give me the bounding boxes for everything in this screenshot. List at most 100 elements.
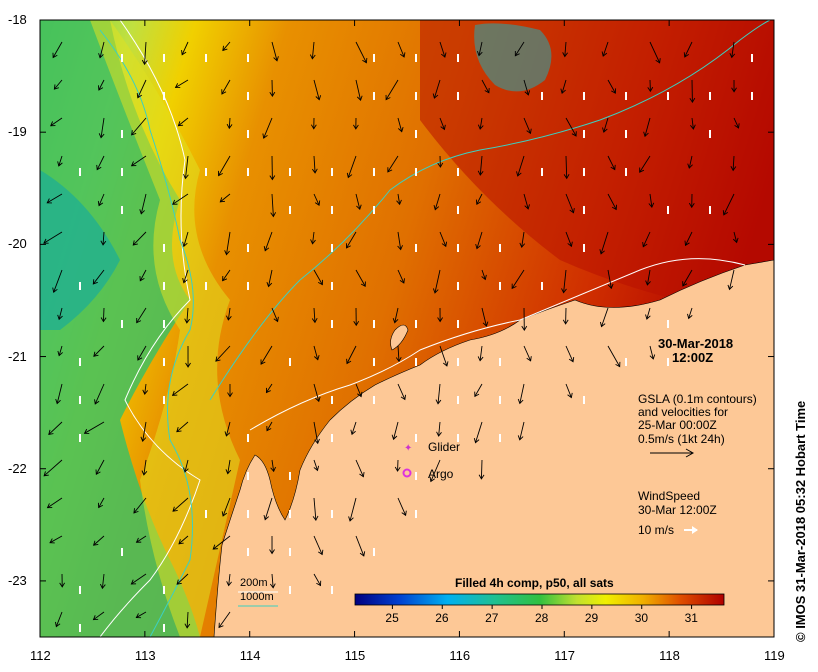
velocity-arrow-head: [221, 511, 228, 517]
velocity-arrow-head: [218, 622, 224, 629]
velocity-arrow: [602, 41, 609, 57]
velocity-arrow-head: [437, 162, 444, 168]
velocity-arrow: [437, 383, 441, 404]
velocity-arrow-head: [441, 241, 448, 248]
velocity-arrow-head: [359, 551, 366, 557]
velocity-arrow-head: [730, 166, 737, 172]
velocity-arrow-head: [265, 387, 271, 394]
velocity-arrow: [260, 345, 273, 365]
velocity-arrow: [565, 231, 572, 247]
velocity-arrow-head: [395, 356, 402, 363]
velocity-arrow-head: [50, 121, 56, 127]
velocity-arrow: [313, 497, 317, 521]
velocity-arrow-head: [224, 431, 231, 437]
velocity-arrow-head: [475, 243, 481, 250]
velocity-arrow: [176, 421, 189, 433]
velocity-arrow-head: [655, 58, 661, 64]
velocity-arrow: [397, 117, 403, 132]
velocity-arrow: [313, 383, 320, 402]
x-tick-label: 119: [764, 648, 785, 663]
gsla-line-2: and velocities for: [638, 405, 729, 419]
velocity-arrow: [185, 155, 189, 179]
velocity-arrow: [222, 269, 231, 281]
velocity-arrow: [439, 41, 446, 58]
velocity-arrow: [222, 41, 231, 51]
velocity-arrow: [226, 231, 231, 255]
legend-200m-label: 200m: [240, 577, 268, 589]
velocity-arrow: [143, 459, 147, 475]
velocity-arrow-head: [481, 274, 487, 281]
velocity-arrow-head: [315, 95, 322, 101]
velocity-arrow-head: [98, 53, 104, 59]
velocity-arrow: [228, 573, 231, 586]
velocity-arrow: [215, 345, 231, 362]
velocity-arrow: [268, 269, 273, 287]
velocity-arrow: [481, 307, 487, 327]
velocity-arrow-head: [732, 237, 739, 244]
velocity-arrow-head: [391, 434, 398, 441]
glider-marker: ✦: [404, 443, 412, 454]
velocity-arrow-head: [648, 202, 655, 208]
colorbar-tick-label: 26: [435, 611, 449, 625]
velocity-arrow-head: [184, 318, 191, 324]
velocity-arrow-head: [176, 427, 182, 433]
velocity-arrow-head: [562, 319, 569, 325]
velocity-arrow-head: [526, 128, 532, 135]
velocity-arrow: [186, 307, 189, 323]
velocity-arrow: [94, 383, 105, 405]
velocity-arrow: [136, 611, 147, 618]
velocity-arrow-head: [49, 538, 55, 544]
velocity-arrow: [144, 383, 147, 395]
velocity-arrow-head: [357, 391, 363, 398]
velocity-arrow: [271, 459, 275, 472]
velocity-arrow: [387, 155, 399, 173]
velocity-arrow: [511, 269, 525, 289]
velocity-arrow: [266, 383, 273, 393]
gsla-line-1: GSLA (0.1m contours): [638, 392, 757, 406]
velocity-arrow: [733, 231, 738, 243]
velocity-arrow-head: [137, 355, 143, 361]
velocity-arrow: [47, 497, 63, 509]
velocity-arrow: [346, 345, 357, 364]
velocity-arrow: [58, 155, 63, 167]
velocity-arrow-head: [46, 198, 52, 204]
velocity-arrow: [519, 383, 525, 404]
velocity-arrow: [607, 345, 621, 367]
velocity-arrow: [313, 269, 323, 285]
velocity-arrow: [479, 345, 483, 361]
colorbar-tick-label: 28: [534, 611, 549, 625]
velocity-arrow-head: [401, 510, 407, 517]
velocity-arrow: [53, 269, 63, 293]
velocity-arrow: [475, 421, 483, 443]
velocity-arrow-head: [172, 199, 178, 205]
x-tick-label: 115: [344, 648, 366, 663]
velocity-arrow: [523, 117, 531, 134]
velocity-arrow-head: [270, 212, 277, 218]
velocity-arrow-head: [182, 241, 188, 248]
wind-line-2: 30-Mar 12:00Z: [638, 503, 717, 517]
velocity-arrow-head: [474, 391, 480, 398]
velocity-arrow-head: [517, 435, 524, 441]
velocity-arrow: [184, 459, 189, 473]
velocity-arrow-head: [399, 278, 405, 284]
velocity-arrow-head: [135, 613, 142, 619]
colorbar-tick-label: 29: [584, 611, 599, 625]
velocity-arrow-head: [224, 250, 230, 256]
velocity-arrow-head: [313, 465, 320, 472]
velocity-arrow-head: [184, 623, 191, 629]
velocity-arrow: [439, 231, 447, 247]
velocity-arrow: [684, 41, 693, 58]
velocity-arrow-head: [183, 467, 189, 473]
velocity-arrow-head: [440, 124, 446, 131]
velocity-arrow-head: [310, 124, 317, 130]
velocity-arrow: [565, 155, 568, 179]
velocity-arrow-head: [356, 204, 362, 210]
velocity-arrow-head: [269, 583, 276, 589]
velocity-arrow: [393, 421, 399, 440]
velocity-arrow: [131, 573, 147, 585]
velocity-arrow-head: [353, 320, 360, 327]
velocity-arrow: [131, 117, 147, 136]
velocity-arrow: [355, 383, 362, 397]
velocity-arrow: [565, 117, 577, 137]
colorbar-tick-label: 31: [684, 611, 698, 625]
